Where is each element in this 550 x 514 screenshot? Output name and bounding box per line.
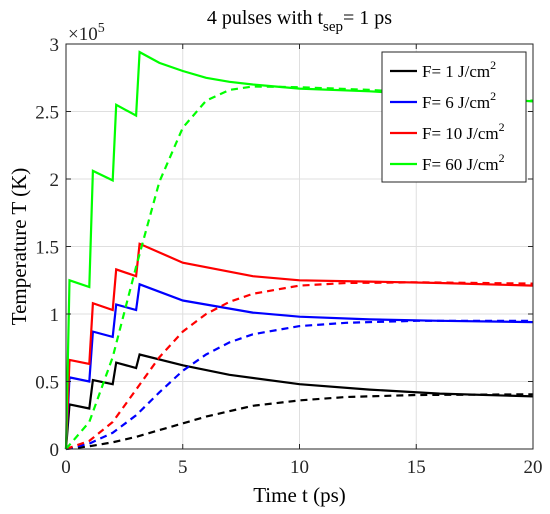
- legend-label-superscript: 2: [499, 151, 505, 165]
- x-tick-label: 5: [178, 457, 188, 478]
- x-axis-label: Time t (ps): [253, 483, 346, 507]
- series-dashed-line-3: [65, 85, 534, 450]
- y-tick-label: 1: [50, 305, 60, 326]
- y-tick-label: 2: [50, 170, 60, 191]
- y-tick-label: 2.5: [35, 103, 59, 124]
- legend-label-text: F= 10 J/cm: [422, 124, 499, 143]
- legend-label-text: F= 60 J/cm: [422, 155, 499, 174]
- x-tick-label: 20: [524, 457, 543, 478]
- title-suffix: = 1 ps: [343, 7, 392, 29]
- legend-label-1: F= 6 J/cm2: [422, 89, 496, 112]
- y-tick-label: 0.5: [35, 373, 59, 394]
- chart-title: 4 pulses with tsep= 1 ps: [207, 7, 392, 35]
- series-dashed-line-2: [65, 281, 534, 451]
- y-axis-label: Temperature T (K): [7, 168, 31, 326]
- series-dashed-line-0: [65, 393, 534, 451]
- series-dashed-line-1: [65, 319, 533, 451]
- x-tick-label: 15: [407, 457, 426, 478]
- legend-label-superscript: 2: [499, 120, 505, 134]
- legend-label-superscript: 2: [490, 89, 496, 103]
- title-subscript: sep: [323, 19, 343, 35]
- y-tick-label: 0: [50, 440, 60, 461]
- legend-label-2: F= 10 J/cm2: [422, 120, 505, 143]
- y-tick-label: 1.5: [35, 238, 59, 259]
- x-tick-label: 10: [290, 457, 309, 478]
- series-solid-line-0: [64, 353, 534, 450]
- axis-ticks: 0 5 10 15 20 0 0.5 1 1.5 2 2.5 3: [35, 35, 542, 478]
- legend-box: [381, 51, 527, 183]
- x-tick-label: 0: [61, 457, 71, 478]
- legend-label-text: F= 1 J/cm: [422, 62, 490, 81]
- legend-label-0: F= 1 J/cm2: [422, 58, 496, 81]
- series-solid-line-3: [64, 50, 534, 450]
- series-solid-line-1: [64, 282, 534, 450]
- legend-label-superscript: 2: [490, 58, 496, 72]
- y-tick-label: 3: [50, 35, 60, 56]
- y-exponent-power: 5: [98, 21, 105, 36]
- title-main: 4 pulses with t: [207, 7, 324, 29]
- y-axis-exponent: ×105: [68, 21, 105, 45]
- legend-label-text: F= 6 J/cm: [422, 93, 490, 112]
- data-series: [64, 50, 534, 451]
- y-exponent-base: ×10: [68, 24, 98, 45]
- legend-label-3: F= 60 J/cm2: [422, 151, 505, 174]
